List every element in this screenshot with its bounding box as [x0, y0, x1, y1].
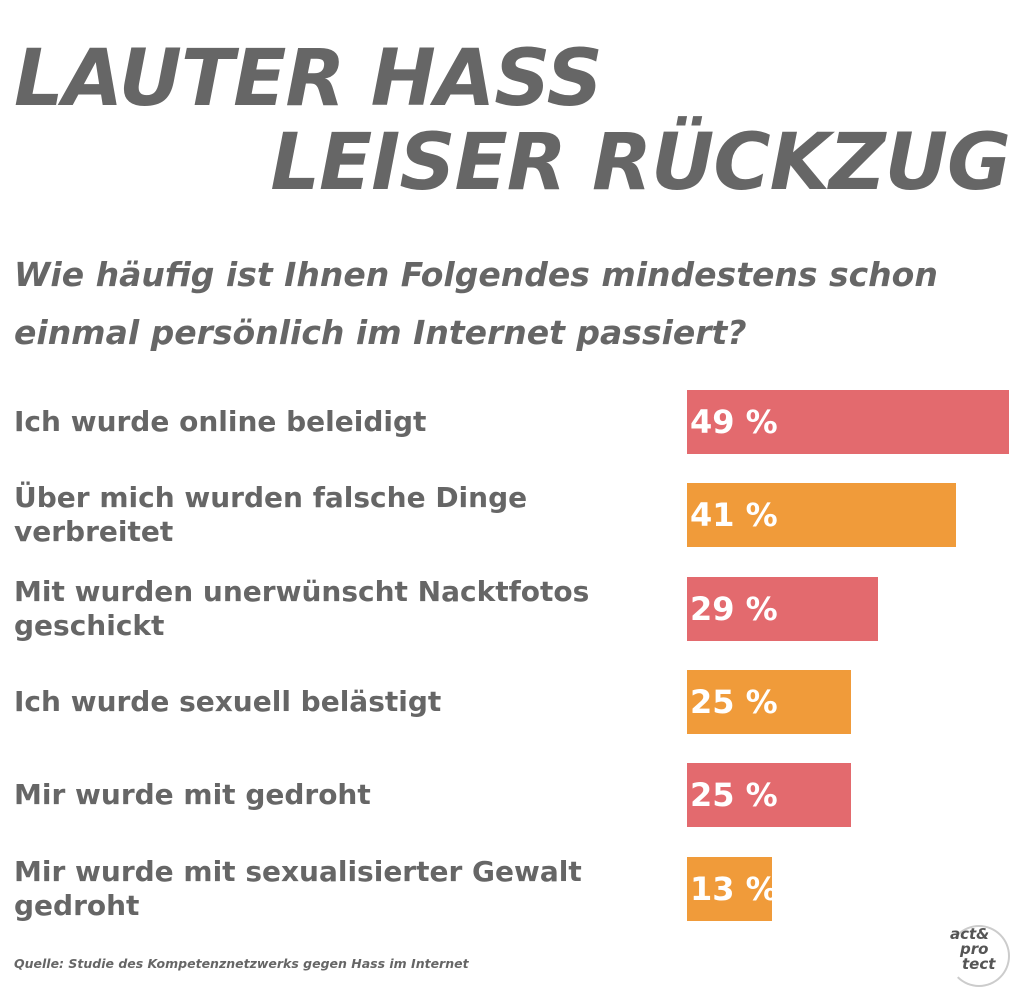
category-label: Ich wurde online beleidigt [14, 405, 427, 438]
logo-circle-icon [948, 925, 1010, 987]
bar-value-label: 41 % [690, 496, 778, 534]
category-label: Mir wurde mit sexualisierter Gewalt gedr… [14, 855, 582, 922]
category-label: Mir wurde mit gedroht [14, 778, 371, 811]
bar-value-label: 13 % [690, 870, 778, 908]
bar-value-label: 49 % [690, 403, 778, 441]
logo-text-line-1: act& [950, 925, 990, 943]
bar: 41 % [687, 483, 956, 547]
logo-text-line-2: pro [960, 940, 989, 958]
bar-value-label: 29 % [690, 590, 778, 628]
title-line-1: LAUTER HASS [14, 34, 603, 124]
bar-value-label: 25 % [690, 683, 778, 721]
category-label: Über mich wurden falsche Dinge verbreite… [14, 481, 528, 548]
chart-question: Wie häufig ist Ihnen Folgendes mindesten… [14, 255, 938, 352]
category-label: Mit wurden unerwünscht Nacktfotos geschi… [14, 575, 590, 642]
bar: 25 % [687, 763, 851, 827]
bar: 29 % [687, 577, 878, 641]
bar: 49 % [687, 390, 1009, 454]
bar: 13 % [687, 857, 778, 921]
title-line-2: LEISER RÜCKZUG [270, 118, 1011, 208]
act-protect-logo: act& pro tect [946, 925, 1014, 991]
source-note: Quelle: Studie des Kompetenznetzwerks ge… [14, 956, 469, 971]
category-label: Ich wurde sexuell belästigt [14, 685, 442, 718]
bar: 25 % [687, 670, 851, 734]
bar-value-label: 25 % [690, 776, 778, 814]
logo-text-line-3: tect [962, 955, 996, 973]
